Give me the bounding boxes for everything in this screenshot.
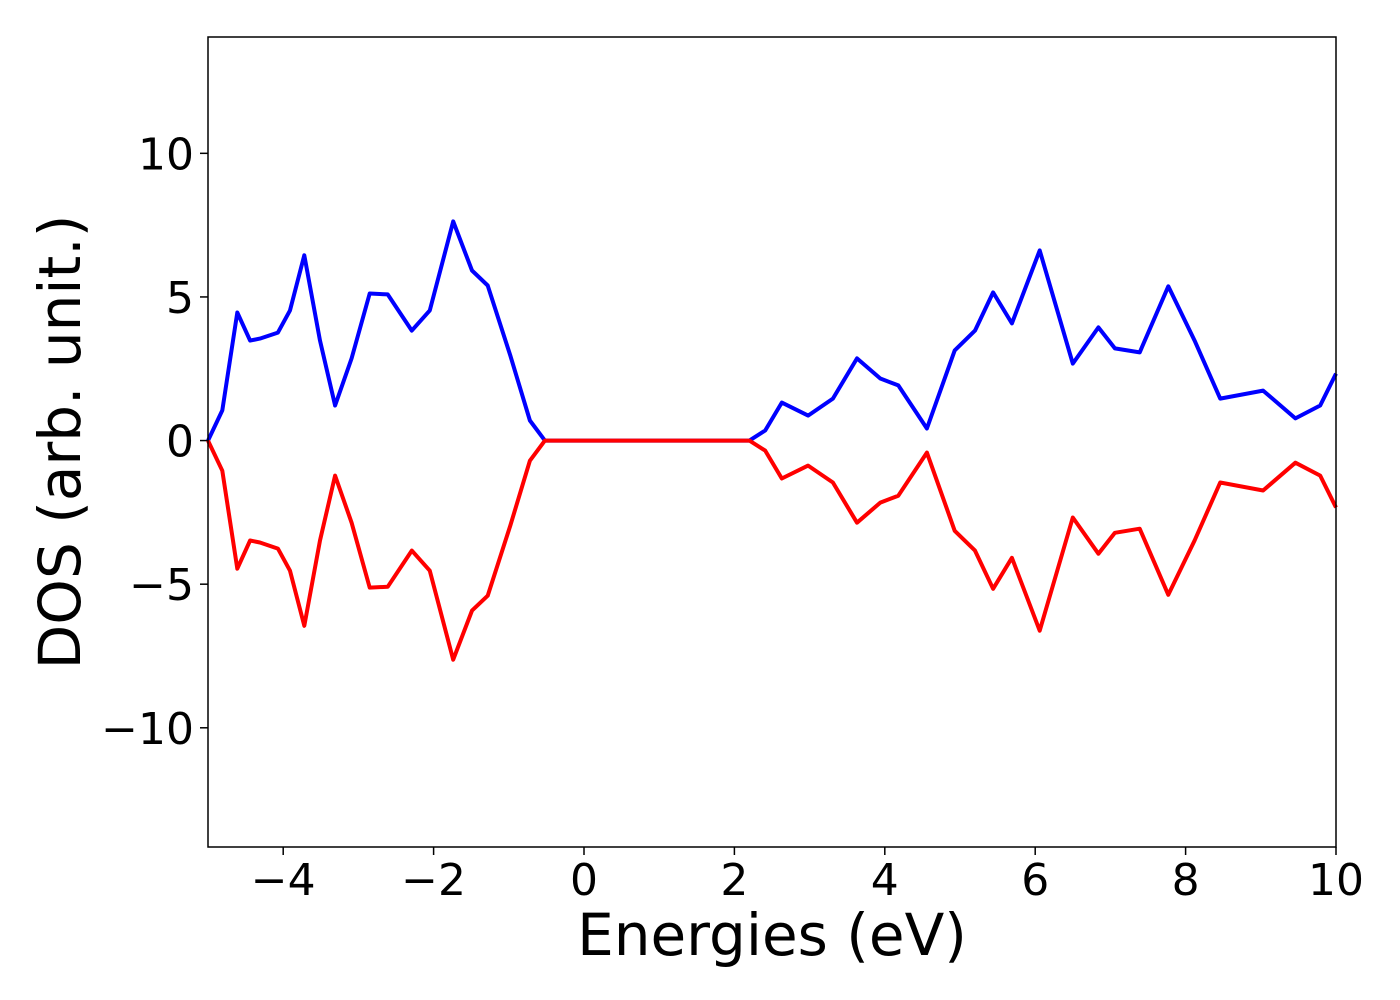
y-axis-label: DOS (arb. unit.) bbox=[26, 215, 94, 670]
y-tick-label: −5 bbox=[129, 560, 194, 611]
y-tick-label: 10 bbox=[138, 129, 194, 180]
x-tick-label: 6 bbox=[1021, 855, 1049, 906]
line-series bbox=[206, 438, 1338, 662]
y-tick-label: 5 bbox=[166, 273, 194, 324]
y-tick-label: 0 bbox=[166, 417, 194, 468]
x-tick-label: 10 bbox=[1308, 855, 1364, 906]
y-tick-label: −10 bbox=[101, 704, 194, 755]
x-tick-label: −2 bbox=[401, 855, 466, 906]
x-tick-label: 2 bbox=[720, 855, 748, 906]
x-tick-label: 4 bbox=[871, 855, 899, 906]
plot-frame bbox=[207, 36, 1337, 848]
x-axis-label: Energies (eV) bbox=[577, 901, 967, 969]
line-series bbox=[206, 219, 1338, 443]
x-tick-label: 0 bbox=[570, 855, 598, 906]
x-tick-label: 8 bbox=[1172, 855, 1200, 906]
x-tick-label: −4 bbox=[251, 855, 316, 906]
